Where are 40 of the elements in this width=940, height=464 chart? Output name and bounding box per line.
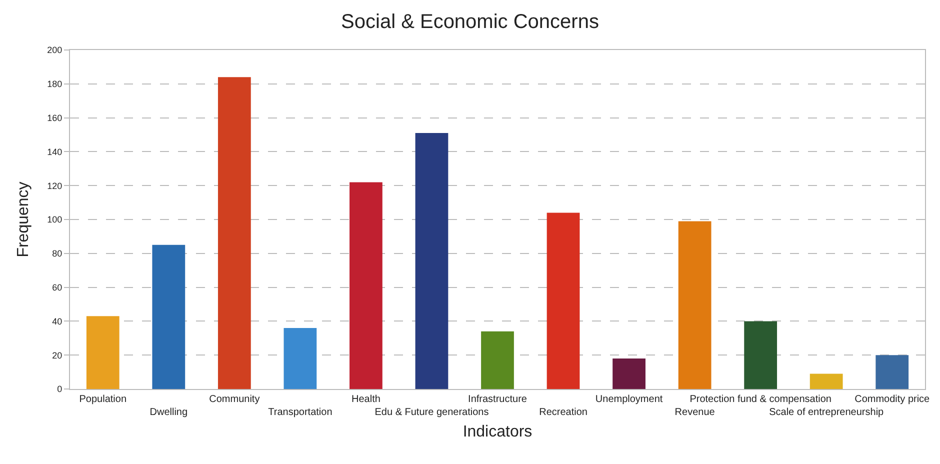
bar: [546, 212, 580, 389]
bar: [152, 244, 186, 389]
x-tick-label: Population: [79, 394, 127, 405]
x-tick-label: Protection fund & compensation: [690, 394, 832, 405]
x-tick-label: Unemployment: [595, 394, 663, 405]
y-tick-label: 160: [47, 112, 62, 123]
bar: [481, 331, 514, 389]
bar: [612, 358, 646, 389]
bar: [218, 77, 251, 389]
y-tick-label: 200: [47, 45, 62, 56]
y-tick-label: 40: [52, 316, 62, 326]
y-tick-label: 60: [52, 282, 62, 292]
chart-title: Social & Economic Concerns: [341, 10, 599, 33]
y-tick-label: 100: [47, 214, 62, 225]
x-tick-label: Commodity price: [854, 394, 930, 405]
x-tick-label: Transportation: [268, 407, 332, 418]
y-tick-label: 0: [57, 384, 62, 394]
y-axis-title: Frequency: [15, 182, 32, 258]
x-tick-label: Recreation: [539, 407, 588, 418]
bar: [86, 316, 120, 389]
x-tick-label: Edu & Future generations: [374, 407, 489, 418]
bar: [810, 374, 843, 389]
y-tick-label: 20: [52, 350, 62, 360]
x-tick-label: Infrastructure: [468, 394, 528, 405]
bar: [678, 221, 712, 389]
y-tick-label: 140: [47, 146, 62, 157]
bar: [350, 182, 382, 389]
y-tick-label: 120: [47, 180, 62, 191]
x-tick-label: Dwelling: [150, 407, 188, 418]
x-tick-label: Health: [352, 394, 380, 405]
bar: [744, 321, 778, 389]
y-tick-label: 180: [47, 79, 62, 90]
bar: [876, 355, 909, 389]
bar: [415, 133, 448, 389]
x-tick-label: Community: [209, 394, 260, 405]
x-tick-label: Revenue: [674, 407, 716, 418]
bar: [284, 328, 317, 389]
y-tick-label: 80: [52, 248, 62, 259]
x-axis-title: Indicators: [462, 424, 532, 441]
x-tick-label: Scale of entrepreneurship: [769, 407, 884, 418]
